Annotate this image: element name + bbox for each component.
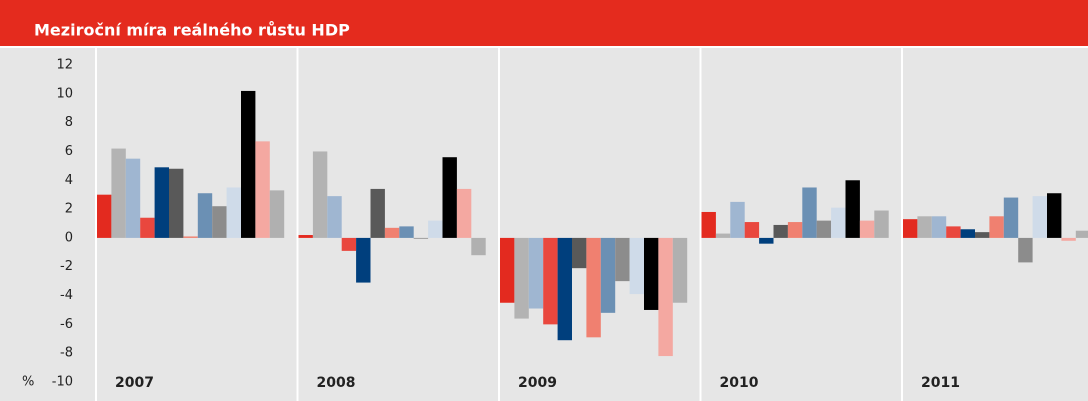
bar xyxy=(730,201,745,238)
x-tick-label: 2009 xyxy=(518,375,557,391)
group-separator xyxy=(296,48,299,401)
bar xyxy=(831,207,846,238)
y-tick-label: -4 xyxy=(60,288,73,303)
bar xyxy=(255,141,270,238)
bar xyxy=(701,211,716,238)
bar xyxy=(586,237,601,338)
y-tick-label: 4 xyxy=(65,173,73,188)
bar xyxy=(140,217,155,238)
bar xyxy=(341,237,357,251)
bar xyxy=(154,167,169,238)
y-tick-label: 12 xyxy=(56,58,73,73)
y-tick-label: -2 xyxy=(60,259,73,274)
bar xyxy=(125,158,141,238)
bar xyxy=(989,216,1004,238)
bar xyxy=(658,237,673,357)
bar xyxy=(1018,237,1033,263)
bar xyxy=(600,237,616,313)
bar xyxy=(960,229,975,238)
bar xyxy=(111,148,126,238)
bar xyxy=(456,188,472,238)
bar xyxy=(759,237,774,244)
y-tick-label: 0 xyxy=(65,230,73,245)
bar xyxy=(528,237,544,309)
bar xyxy=(327,196,342,238)
bar xyxy=(1061,237,1076,241)
bar xyxy=(672,237,688,303)
bar xyxy=(428,220,443,238)
bar xyxy=(442,157,457,238)
bar xyxy=(859,220,875,238)
bar xyxy=(946,226,961,238)
bar xyxy=(557,237,572,341)
group-separator xyxy=(498,48,500,401)
bar xyxy=(615,237,630,282)
y-tick-label: 2 xyxy=(65,202,73,217)
bar xyxy=(816,220,832,238)
bar xyxy=(183,236,198,238)
bar xyxy=(715,233,731,238)
bar xyxy=(773,224,788,238)
x-tick-label: 2010 xyxy=(720,375,759,391)
y-axis-label: % xyxy=(22,375,34,390)
bar xyxy=(975,232,990,238)
bar xyxy=(644,237,659,310)
bar xyxy=(356,237,371,283)
bar xyxy=(744,222,760,238)
group-separator xyxy=(699,48,702,401)
x-tick-label: 2011 xyxy=(921,375,960,391)
bar xyxy=(1032,196,1047,238)
x-tick-label: 2008 xyxy=(317,375,356,391)
bar xyxy=(903,219,918,238)
bar xyxy=(1003,197,1019,238)
bar xyxy=(802,187,817,238)
bar xyxy=(312,151,328,238)
bar xyxy=(241,90,256,238)
y-tick-label: -8 xyxy=(60,346,73,361)
y-tick-label: -10 xyxy=(52,375,73,390)
bar xyxy=(1075,230,1088,238)
bar xyxy=(500,237,515,303)
bar xyxy=(1047,193,1062,238)
bar xyxy=(787,222,803,238)
bar xyxy=(197,193,213,238)
bar xyxy=(471,237,486,256)
y-tick-label: 8 xyxy=(65,115,73,130)
bar xyxy=(514,237,529,319)
bar xyxy=(298,235,313,238)
x-tick-label: 2007 xyxy=(115,375,154,391)
bar xyxy=(226,187,241,238)
bar xyxy=(212,206,227,238)
group-separator xyxy=(95,48,97,401)
bar xyxy=(845,180,860,238)
bar xyxy=(269,190,285,238)
bar xyxy=(629,237,644,295)
bar xyxy=(543,237,558,325)
y-tick-label: -6 xyxy=(60,317,73,332)
chart-title: Meziroční míra reálného růstu HDP xyxy=(34,21,350,40)
bar xyxy=(169,168,184,238)
bar xyxy=(917,216,932,238)
bar xyxy=(572,237,587,269)
group-separator xyxy=(901,48,903,401)
bar xyxy=(399,226,414,238)
bar xyxy=(384,227,400,238)
title-bar xyxy=(0,0,1088,46)
bar xyxy=(874,210,889,238)
bar xyxy=(97,194,112,238)
bar xyxy=(931,216,947,238)
y-tick-label: 10 xyxy=(56,86,73,101)
bar xyxy=(413,237,429,239)
y-tick-label: 6 xyxy=(65,144,73,159)
bar xyxy=(370,188,385,238)
